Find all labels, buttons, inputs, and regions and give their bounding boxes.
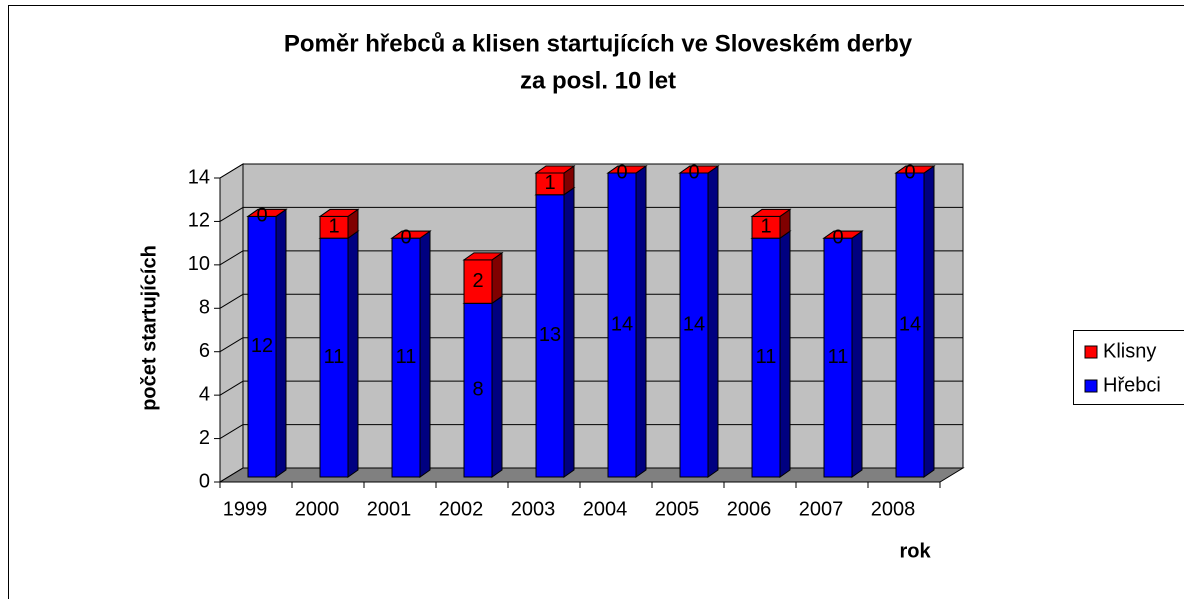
bar-side [780,231,790,477]
bar-side [708,166,718,477]
data-label: 14 [683,313,705,335]
bar-side [636,166,646,477]
side-wall [220,164,243,482]
x-tick-label: 2005 [655,498,700,520]
data-label: 2 [472,270,483,292]
data-label: 1 [544,172,555,194]
x-tick-label: 2004 [583,498,628,520]
data-label: 14 [611,313,633,335]
legend-label: Klisny [1103,340,1156,362]
data-label: 0 [904,161,915,183]
chart-title: Poměr hřebců a klisen startujících ve Sl… [284,30,913,57]
x-tick-label: 2002 [439,498,484,520]
bar-side [420,231,430,477]
x-tick-label: 1999 [223,498,268,520]
x-tick-label: 2001 [367,498,412,520]
y-tick-label: 8 [199,297,210,319]
x-tick-label: 2008 [871,498,916,520]
y-axis-title: počet startujících [138,245,160,411]
x-axis-title: rok [899,540,931,562]
y-tick-label: 2 [199,427,210,449]
data-label: 14 [899,313,921,335]
bar-side [492,253,502,303]
data-label: 8 [472,378,483,400]
y-tick-label: 6 [199,340,210,362]
data-label: 0 [688,161,699,183]
data-label: 1 [328,216,339,238]
data-label: 1 [760,216,771,238]
data-label: 11 [756,346,777,368]
x-tick-label: 2006 [727,498,772,520]
data-label: 0 [400,226,411,248]
x-tick-label: 2003 [511,498,556,520]
y-tick-label: 10 [188,253,210,275]
x-tick-label: 2000 [295,498,340,520]
bar-side [276,209,286,477]
bar-side [924,166,934,477]
y-tick-label: 12 [188,210,210,232]
data-label: 12 [251,335,273,357]
data-label: 11 [828,346,849,368]
data-label: 0 [616,161,627,183]
chart-title: za posl. 10 let [520,67,676,94]
legend-label: Hřebci [1103,374,1161,396]
x-tick-label: 2007 [799,498,844,520]
data-label: 0 [832,226,843,248]
y-tick-label: 14 [188,166,210,188]
y-tick-label: 0 [199,470,210,492]
data-label: 11 [396,346,417,368]
bar-side [564,188,574,477]
y-tick-label: 4 [199,383,210,405]
bar-side [492,296,502,477]
bar-side [852,231,862,477]
data-label: 11 [324,346,345,368]
legend-swatch [1085,346,1097,358]
data-label: 13 [539,324,561,346]
bar-side [348,231,358,477]
legend-swatch [1085,380,1097,392]
data-label: 0 [256,205,267,227]
